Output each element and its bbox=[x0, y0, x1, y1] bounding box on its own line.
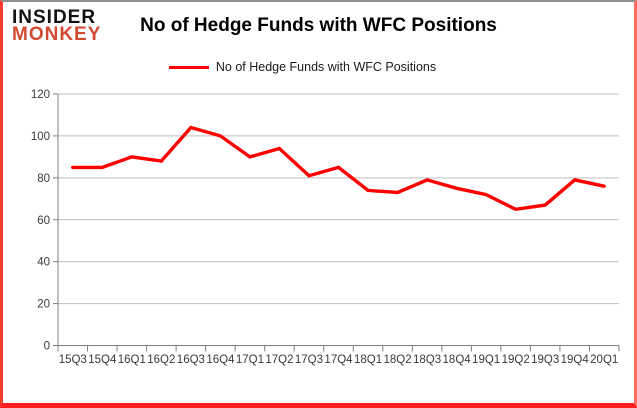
x-tick-label: 17Q1 bbox=[236, 354, 264, 366]
logo-text-insider: INSIDER bbox=[12, 7, 97, 28]
series-line bbox=[71, 125, 606, 212]
x-tick-label: 17Q3 bbox=[295, 354, 323, 366]
y-tick-label: 60 bbox=[37, 215, 50, 227]
x-tick-label: 16Q4 bbox=[206, 354, 235, 366]
y-tick-label: 0 bbox=[44, 341, 50, 353]
y-tick-label: 40 bbox=[37, 257, 50, 269]
x-tick-label: 19Q4 bbox=[561, 354, 590, 366]
chart-title: No of Hedge Funds with WFC Positions bbox=[140, 15, 497, 36]
x-tick-label: 18Q1 bbox=[354, 354, 382, 366]
y-tick-label: 100 bbox=[31, 131, 50, 143]
y-tick-label: 80 bbox=[37, 173, 50, 185]
x-tick-label: 18Q3 bbox=[413, 354, 441, 366]
chart-legend: No of Hedge Funds with WFC Positions bbox=[3, 60, 618, 74]
logo-text-monkey: MONKEY bbox=[12, 24, 102, 46]
x-tick-label: 15Q3 bbox=[59, 354, 87, 366]
x-tick-label: 17Q4 bbox=[324, 354, 353, 366]
x-tick-label: 20Q1 bbox=[590, 354, 618, 366]
x-tick-label: 15Q4 bbox=[88, 354, 117, 366]
legend-line-swatch bbox=[168, 65, 209, 69]
x-tick-label: 18Q4 bbox=[443, 354, 472, 366]
y-tick-label: 20 bbox=[37, 299, 50, 311]
x-tick-label: 19Q3 bbox=[531, 354, 559, 366]
x-tick-label: 19Q2 bbox=[502, 354, 530, 366]
x-tick-label: 16Q1 bbox=[118, 354, 146, 366]
x-tick-label: 18Q2 bbox=[383, 354, 411, 366]
x-tick-label: 19Q1 bbox=[472, 354, 500, 366]
x-tick-label: 17Q2 bbox=[265, 354, 293, 366]
x-tick-label: 16Q2 bbox=[147, 354, 175, 366]
y-tick-label: 120 bbox=[31, 89, 50, 101]
legend-label: No of Hedge Funds with WFC Positions bbox=[215, 60, 437, 74]
insider-monkey-logo: INSIDER MONKEY bbox=[12, 7, 102, 46]
x-tick-label: 16Q3 bbox=[177, 354, 205, 366]
